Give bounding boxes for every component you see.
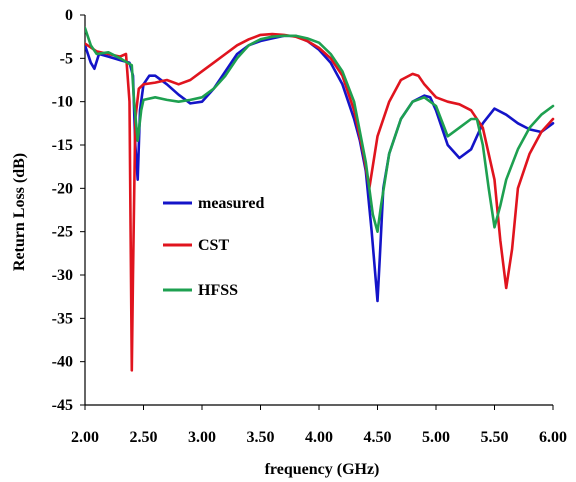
x-tick-label: 5.00 <box>422 429 450 446</box>
x-tick-label: 4.00 <box>305 429 333 446</box>
y-tick-label: -45 <box>52 397 73 414</box>
x-tick-label: 2.00 <box>71 429 99 446</box>
legend-label-cst: CST <box>198 237 229 254</box>
series-line-measured <box>85 34 555 303</box>
y-tick-label: -30 <box>52 267 73 284</box>
x-axis-label: frequency (GHz) <box>265 461 380 478</box>
legend-label-measured: measured <box>198 195 264 212</box>
y-tick-label: 0 <box>65 7 73 24</box>
series-line-cst <box>85 32 555 372</box>
series-layer <box>85 26 555 372</box>
y-tick-label: -15 <box>52 137 73 154</box>
x-tick-label: 6.00 <box>539 429 567 446</box>
legend-label-hfss: HFSS <box>198 282 238 299</box>
y-tick-label: -40 <box>52 354 73 371</box>
x-tick-label: 3.00 <box>188 429 216 446</box>
y-tick-label: -20 <box>52 180 73 197</box>
series-line-hfss <box>85 26 555 233</box>
x-tick-label: 4.50 <box>364 429 392 446</box>
y-tick-label: -10 <box>52 94 73 111</box>
y-tick-label: -25 <box>52 224 73 241</box>
axes <box>80 14 554 410</box>
y-tick-label: -35 <box>52 310 73 327</box>
x-tick-label: 2.50 <box>130 429 158 446</box>
legend: measured CST HFSS <box>163 195 264 299</box>
y-axis-label: Return Loss (dB) <box>11 153 28 271</box>
x-tick-label: 5.50 <box>481 429 509 446</box>
tick-labels: 0 -5 -10 -15 -20 -25 -30 -35 -40 -45 2.00 2.50 3.00 3… <box>52 7 567 446</box>
x-tick-label: 3.50 <box>247 429 275 446</box>
y-tick-label: -5 <box>60 50 73 67</box>
